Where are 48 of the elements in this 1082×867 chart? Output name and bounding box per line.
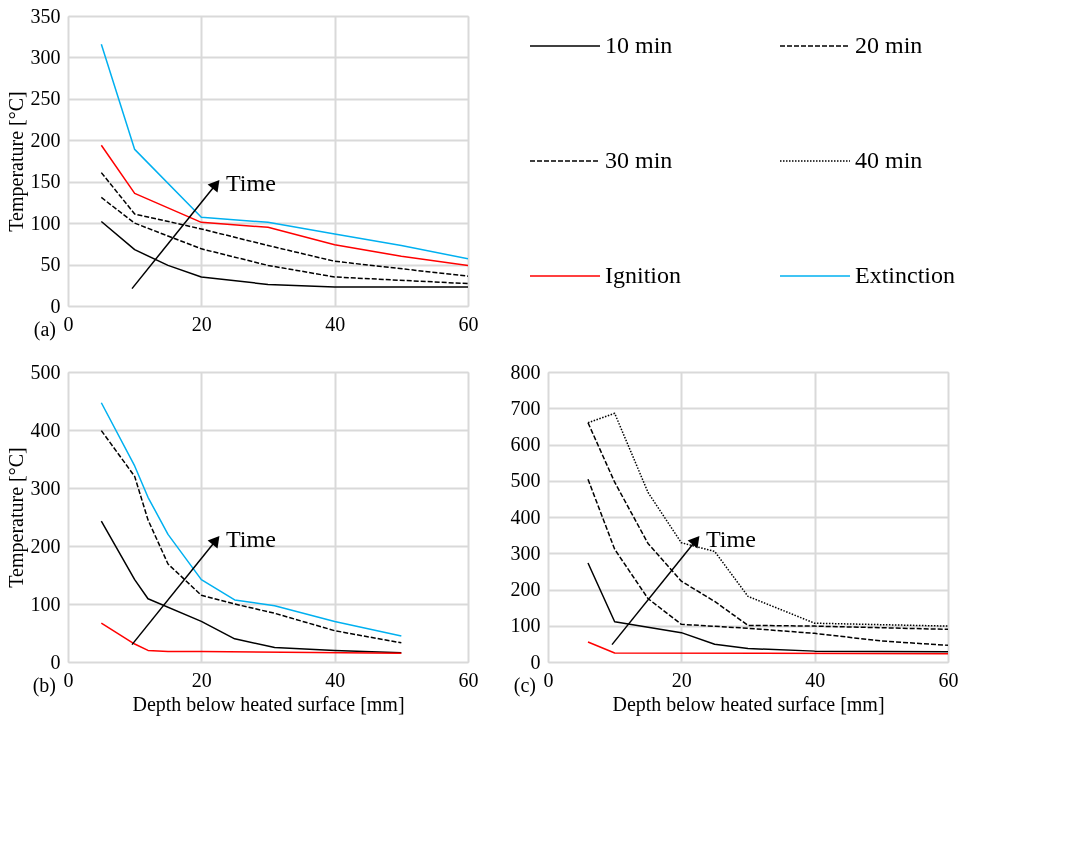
- annotation: Time: [706, 526, 756, 553]
- y-tick-label: 0: [50, 650, 61, 673]
- x-tick-label: 20: [191, 668, 212, 691]
- y-tick-label: 800: [510, 360, 541, 383]
- x-tick-label: 40: [805, 668, 826, 691]
- x-axis-title: Depth below heated surface [mm]: [612, 692, 885, 716]
- legend-label: 10 min: [605, 32, 673, 58]
- x-tick-label: 60: [938, 668, 959, 691]
- y-tick-label: 100: [510, 614, 541, 637]
- y-tick-label: 100: [30, 211, 61, 234]
- legend-label: 30 min: [605, 147, 673, 173]
- legend-label: Extinction: [855, 262, 955, 288]
- x-tick-label: 60: [458, 668, 479, 691]
- y-tick-label: 200: [510, 578, 541, 600]
- y-tick-label: 50: [40, 253, 61, 276]
- y-axis-title: Temperature [°C]: [4, 91, 28, 232]
- x-tick-label: 40: [325, 668, 346, 691]
- y-tick-label: 600: [510, 433, 541, 455]
- legend-label: 20 min: [855, 32, 923, 58]
- y-tick-label: 0: [50, 294, 61, 317]
- x-tick-label: 40: [325, 312, 346, 335]
- annotation: Time: [226, 526, 276, 553]
- y-tick-label: 0: [530, 650, 541, 673]
- text: (a): [33, 318, 56, 341]
- legend-label: 40 min: [855, 147, 923, 173]
- y-tick-label: 500: [30, 360, 61, 383]
- annotation: Time: [226, 170, 276, 197]
- x-tick-label: 60: [458, 312, 479, 335]
- y-tick-label: 250: [30, 87, 61, 110]
- y-tick-label: 100: [30, 592, 61, 615]
- y-tick-label: 300: [510, 541, 541, 564]
- y-tick-label: 700: [510, 396, 541, 419]
- x-axis-title: Depth below heated surface [mm]: [132, 692, 405, 716]
- y-tick-label: 200: [30, 128, 61, 151]
- y-tick-label: 200: [30, 534, 61, 557]
- x-tick-label: 20: [671, 668, 692, 691]
- y-tick-label: 350: [30, 4, 61, 27]
- text: (c): [513, 674, 536, 697]
- text: (b): [32, 674, 56, 697]
- x-tick-label: 20: [191, 312, 212, 335]
- y-tick-label: 300: [30, 45, 61, 68]
- y-axis-title: Temperature [°C]: [4, 447, 28, 588]
- legend-label: Ignition: [605, 262, 681, 288]
- y-tick-label: 400: [30, 418, 61, 441]
- y-tick-label: 150: [30, 170, 61, 193]
- y-tick-label: 300: [30, 476, 61, 499]
- y-tick-label: 500: [510, 469, 541, 492]
- y-tick-label: 400: [510, 505, 541, 528]
